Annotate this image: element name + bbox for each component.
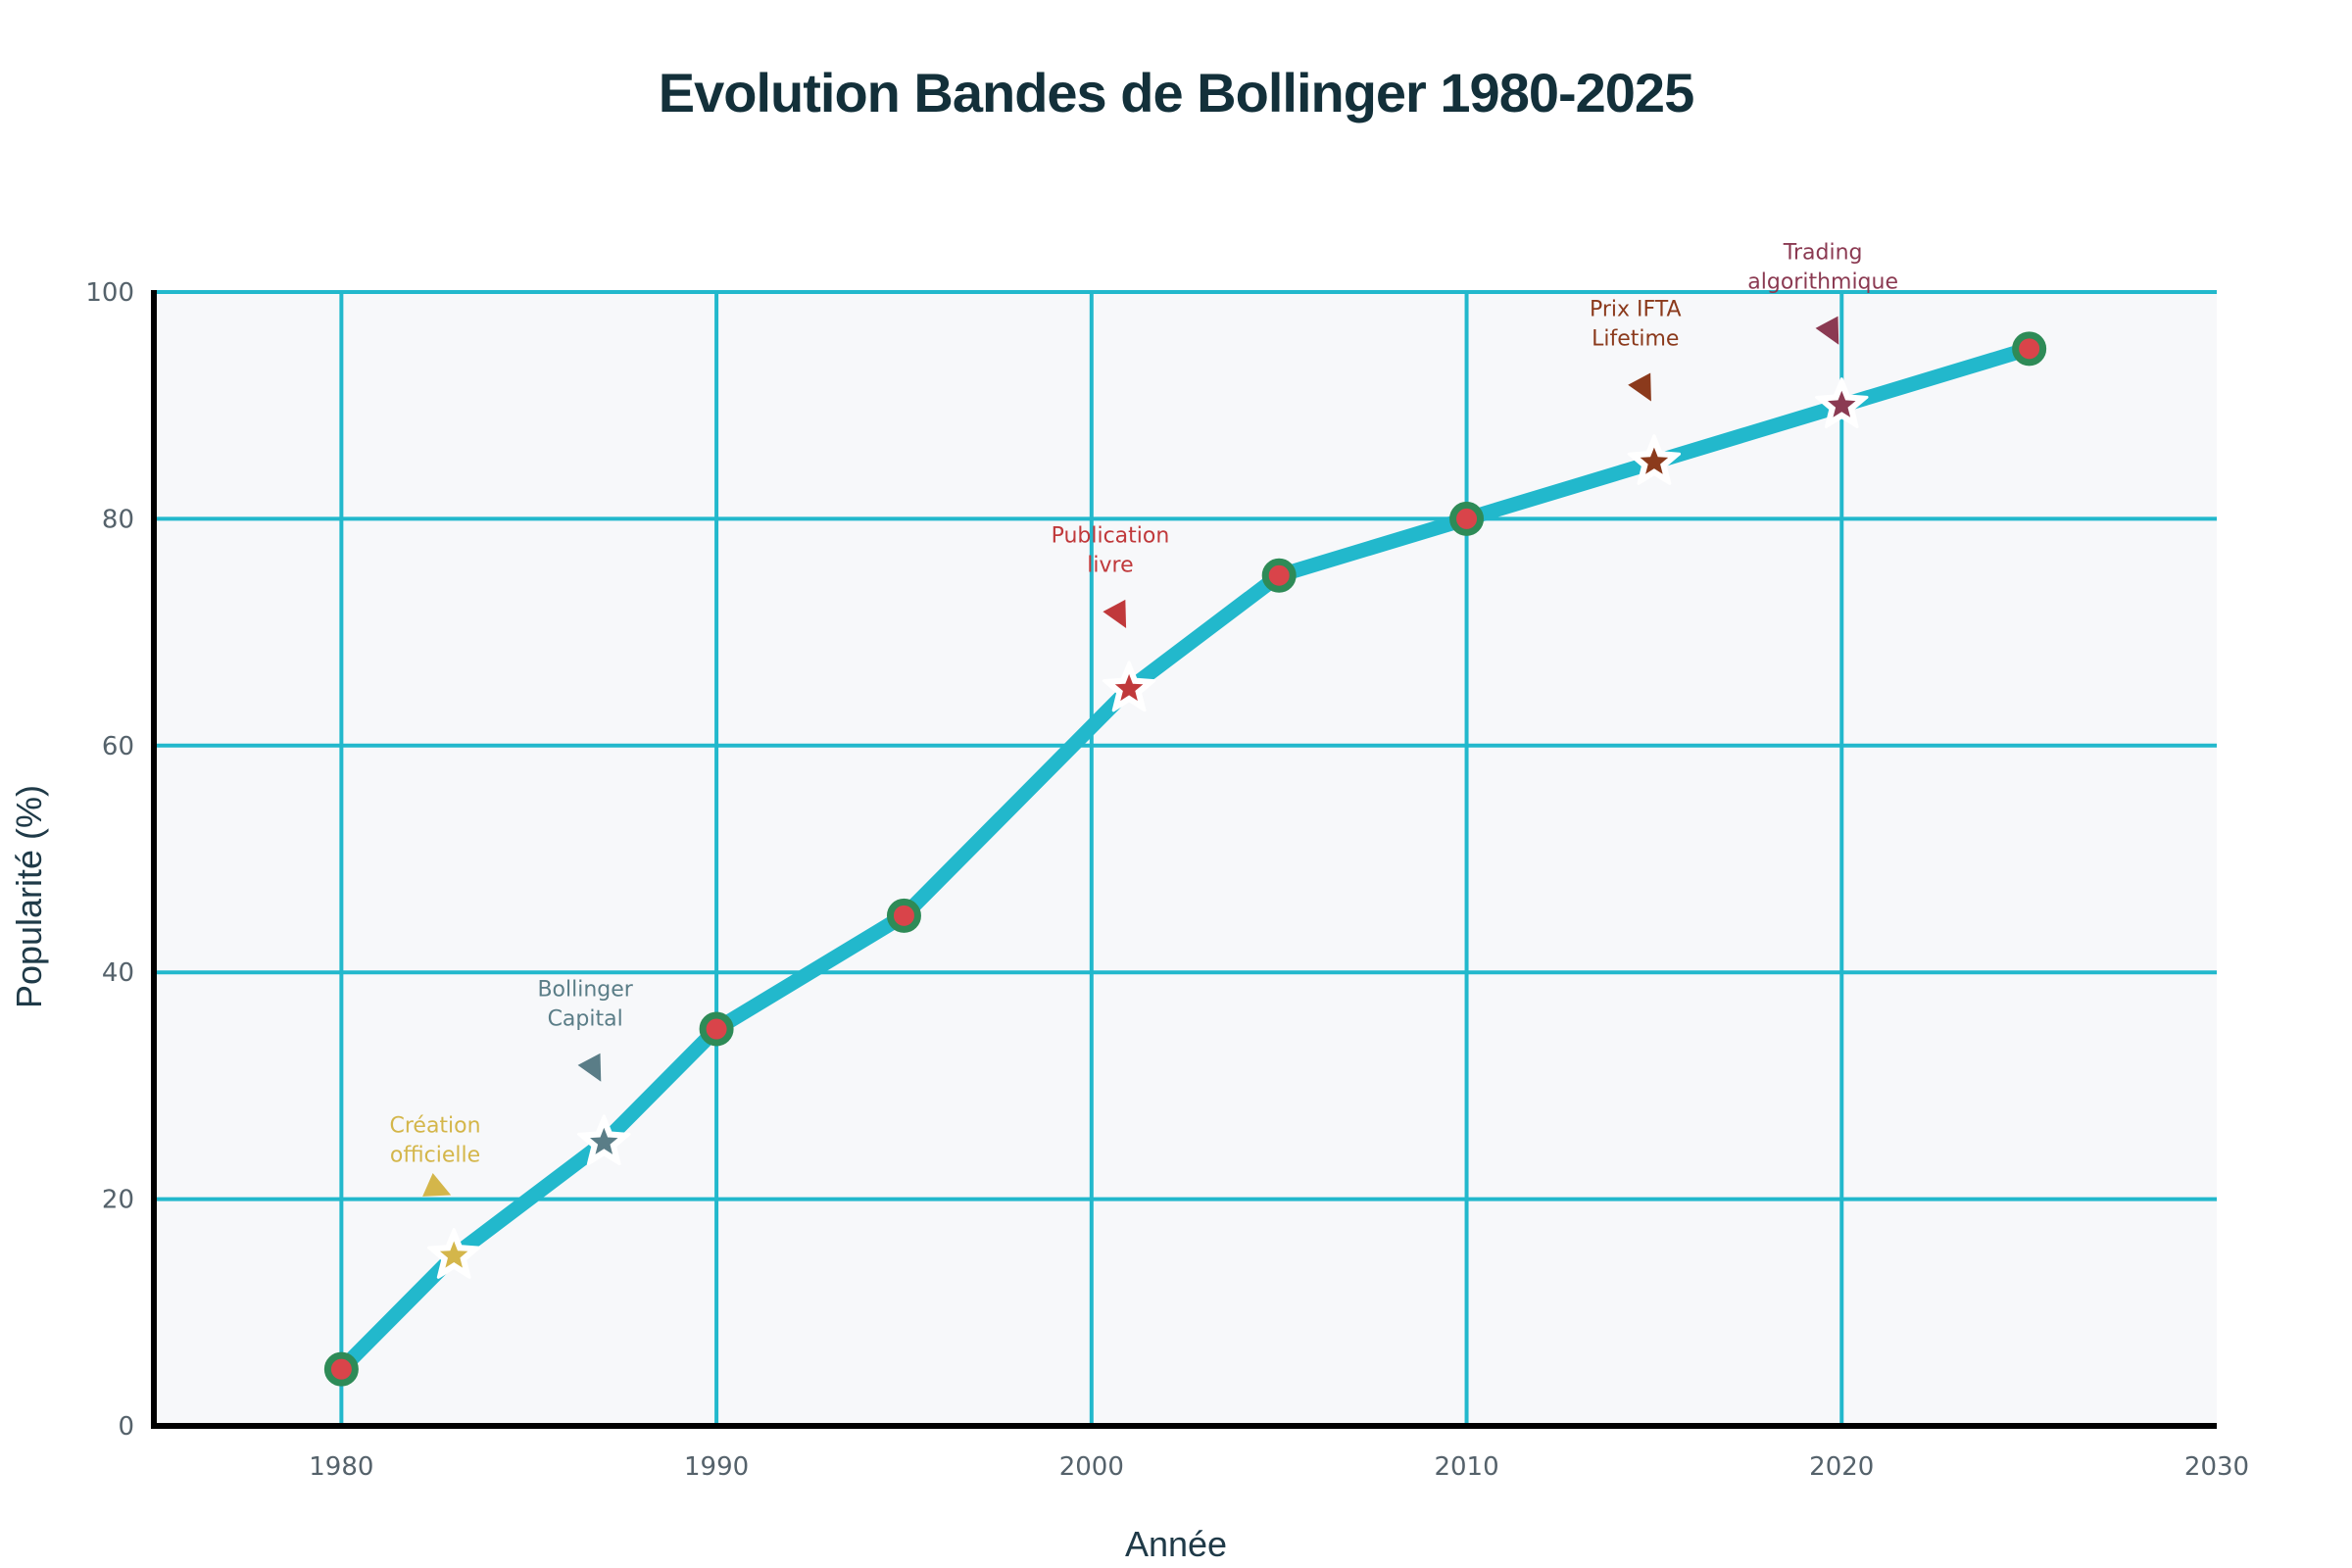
data-point — [886, 898, 921, 933]
data-point — [1449, 501, 1485, 536]
tick-labels: 1980 1990 2000 2010 2020 2030 0 20 40 60 80 100 — [85, 278, 2249, 1482]
annotation-label: Lifetime — [1592, 326, 1679, 351]
annotation-label: algorithmique — [1747, 270, 1898, 294]
annotation-arrowhead — [1815, 316, 1839, 345]
y-tick-label: 40 — [102, 958, 134, 988]
annotation-label: Création — [389, 1113, 480, 1138]
y-tick-label: 80 — [102, 505, 134, 534]
annotation-label: livre — [1087, 554, 1133, 578]
milestone-star — [590, 1127, 618, 1154]
annotation-arrowhead — [1628, 372, 1651, 402]
plot-background — [154, 292, 2217, 1426]
x-tick-label: 2030 — [2184, 1452, 2249, 1482]
milestone-star — [1114, 673, 1144, 702]
annotation-arrowhead — [1102, 599, 1127, 628]
grid-lines — [154, 290, 2217, 1426]
x-tick-label: 2010 — [1434, 1452, 1498, 1482]
milestone-star — [1828, 390, 1856, 417]
x-tick-label: 2000 — [1059, 1452, 1124, 1482]
milestone-markers — [427, 377, 1869, 1279]
annotation-label: Prix IFTA — [1590, 297, 1682, 321]
annotations: Création officielle Bollinger Capital Public… — [389, 240, 1898, 1197]
y-tick-label: 60 — [102, 732, 134, 761]
annotation-label: Trading — [1783, 240, 1863, 265]
milestone-star — [439, 1241, 468, 1268]
annotation-label: Publication — [1052, 524, 1170, 549]
x-axis-title: Année — [1124, 1524, 1228, 1564]
x-tick-label: 1980 — [309, 1452, 373, 1482]
data-point — [1261, 558, 1297, 593]
y-axis-title: Popularité (%) — [9, 784, 49, 1009]
data-point — [699, 1011, 734, 1047]
annotation-arrowhead — [422, 1173, 452, 1197]
y-tick-label: 0 — [118, 1412, 134, 1442]
annotation-label: Capital — [548, 1006, 623, 1031]
y-tick-label: 100 — [85, 278, 134, 308]
chart-title: Evolution Bandes de Bollinger 1980-2025 — [658, 62, 1694, 123]
milestone-star — [1640, 447, 1669, 474]
data-point — [323, 1351, 359, 1387]
data-point — [2012, 331, 2047, 367]
annotation-label: Bollinger — [537, 977, 633, 1002]
data-points — [323, 331, 2047, 1387]
y-tick-label: 20 — [102, 1186, 134, 1215]
annotation-label: officielle — [390, 1143, 480, 1167]
x-tick-label: 2020 — [1809, 1452, 1874, 1482]
annotation-arrowhead — [577, 1053, 602, 1082]
axes — [151, 290, 2217, 1429]
x-tick-label: 1990 — [684, 1452, 749, 1482]
